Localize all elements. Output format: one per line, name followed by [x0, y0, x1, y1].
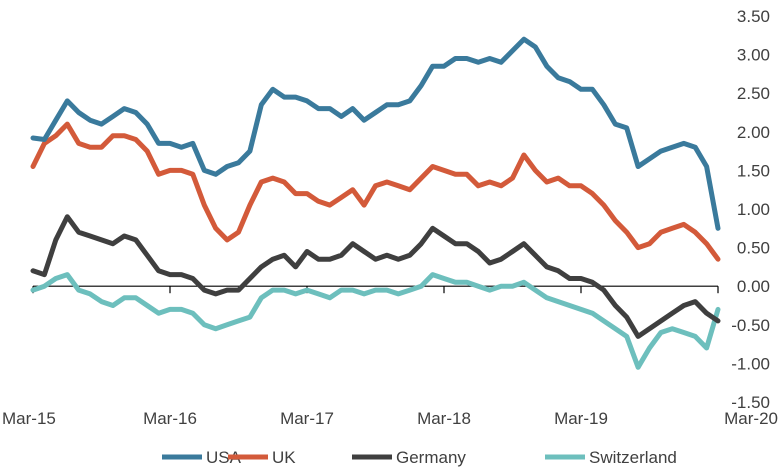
legend: USA UK Germany Switzerland — [162, 448, 677, 467]
series-line-germany — [30, 214, 721, 339]
series-line-uk — [30, 121, 721, 262]
x-tick-label: Mar-19 — [554, 409, 608, 428]
y-tick-label: 1.50 — [737, 161, 770, 180]
y-tick-label: -0.50 — [731, 316, 770, 335]
legend-item-switzerland: Switzerland — [545, 448, 677, 467]
legend-label: Germany — [396, 448, 466, 467]
y-tick-label: 1.00 — [737, 200, 770, 219]
legend-item-germany: Germany — [352, 448, 466, 467]
legend-label: USA — [206, 448, 242, 467]
series-line-switzerland — [30, 272, 721, 370]
legend-item-uk: UK — [228, 448, 296, 467]
y-tick-label: 3.50 — [737, 7, 770, 26]
y-tick-label: 3.00 — [737, 46, 770, 65]
series-lines — [30, 36, 721, 370]
y-tick-label: 0.50 — [737, 239, 770, 258]
y-tick-label: 2.50 — [737, 84, 770, 103]
legend-label: Switzerland — [589, 448, 677, 467]
x-tick-label: Mar-17 — [280, 409, 334, 428]
x-tick-label: Mar-20 — [724, 409, 778, 428]
x-axis-ticks: Mar-15 Mar-16 Mar-17 Mar-18 Mar-19 Mar-20 — [2, 286, 778, 428]
legend-item-usa: USA — [162, 448, 242, 467]
y-axis-ticks: 3.50 3.00 2.50 2.00 1.50 1.00 0.50 0.00 -0.50 -1.… — [731, 7, 770, 412]
legend-label: UK — [272, 448, 296, 467]
y-tick-label: -1.50 — [731, 393, 770, 412]
x-tick-label: Mar-15 — [2, 409, 56, 428]
y-tick-label: -1.00 — [731, 354, 770, 373]
y-tick-label: 0.00 — [737, 277, 770, 296]
series-line-usa — [30, 36, 721, 231]
x-tick-label: Mar-18 — [417, 409, 471, 428]
x-tick-label: Mar-16 — [143, 409, 197, 428]
y-tick-label: 2.00 — [737, 123, 770, 142]
